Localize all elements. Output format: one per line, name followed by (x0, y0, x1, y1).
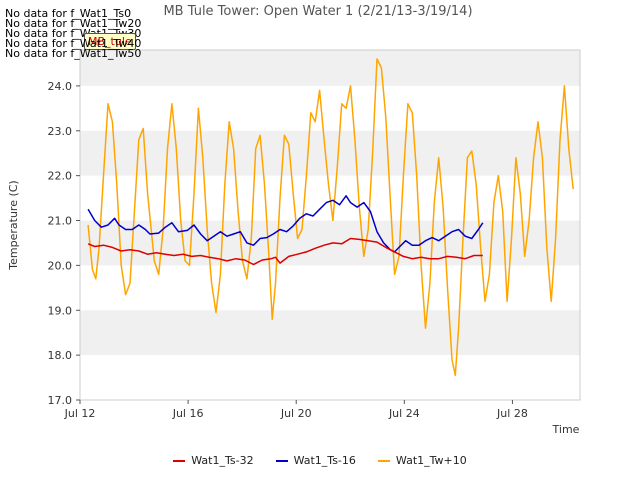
x-tick-label: Jul 20 (280, 407, 312, 420)
no-data-message: No data for f_Wat1_Tw30 (5, 27, 142, 40)
legend-item-tw10[interactable]: Wat1_Tw+10 (377, 454, 467, 467)
series-layer (87, 58, 574, 377)
legend-swatch (275, 459, 288, 462)
series-line-wat1-ts-16 (87, 195, 484, 253)
site-badge[interactable]: MB_tule (84, 33, 136, 50)
y-tick-label: 23.0 (48, 125, 73, 138)
legend-label: Wat1_Ts-16 (293, 454, 356, 467)
y-tick-label: 19.0 (48, 304, 73, 317)
legend-swatch (377, 459, 390, 462)
y-tick-label: 17.0 (48, 394, 73, 407)
legend: Wat1_Ts-32 Wat1_Ts-16 Wat1_Tw+10 (0, 454, 640, 467)
legend-label: Wat1_Ts-32 (191, 454, 254, 467)
y-tick-label: 21.0 (48, 215, 73, 228)
no-data-message: No data for f_Wat1_Tw20 (5, 17, 142, 30)
legend-swatch (173, 459, 186, 462)
background-band (80, 130, 580, 176)
no-data-message: No data for f_Wat1_Tw40 (5, 37, 142, 50)
y-tick-label: 18.0 (48, 349, 73, 362)
plot-frame (79, 49, 581, 401)
chart-title: MB Tule Tower: Open Water 1 (2/21/13-3/1… (163, 4, 472, 19)
y-tick-label: 20.0 (48, 259, 73, 272)
x-tick-label: Jul 24 (388, 407, 420, 420)
x-tick-label: Jul 12 (64, 407, 96, 420)
background-band (80, 310, 580, 356)
x-axis-ticks: Jul 12 Jul 16 Jul 20 Jul 24 Jul 28 (64, 400, 528, 420)
no-data-message: No data for f_Wat1_Ts0 (5, 7, 132, 20)
x-axis-label: Time (552, 423, 580, 436)
series-line-wat1-tw-10 (87, 58, 574, 377)
legend-item-ts16[interactable]: Wat1_Ts-16 (275, 454, 356, 467)
y-axis-ticks: 17.0 18.0 19.0 20.0 21.0 22.0 23.0 24.0 (48, 80, 80, 407)
y-axis-label: Temperature (C) (7, 180, 20, 270)
legend-item-ts32[interactable]: Wat1_Ts-32 (173, 454, 254, 467)
series-line-wat1-ts-32 (87, 237, 483, 266)
x-tick-label: Jul 28 (496, 407, 528, 420)
background-band (80, 50, 580, 86)
no-data-message: No data for f_Wat1_Tw50 (5, 47, 142, 60)
x-tick-label: Jul 16 (172, 407, 204, 420)
y-tick-label: 24.0 (48, 80, 73, 93)
y-tick-label: 22.0 (48, 170, 73, 183)
legend-label: Wat1_Tw+10 (395, 454, 467, 467)
